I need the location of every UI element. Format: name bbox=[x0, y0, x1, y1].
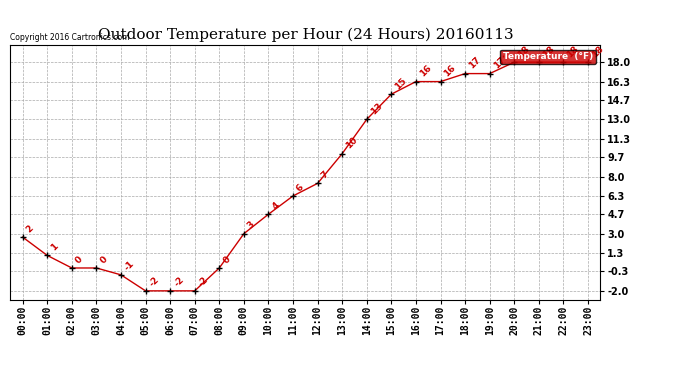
Text: 7: 7 bbox=[319, 170, 331, 180]
Text: Copyright 2016 Cartronics.com: Copyright 2016 Cartronics.com bbox=[10, 33, 130, 42]
Text: 18: 18 bbox=[541, 44, 556, 59]
Text: 3: 3 bbox=[246, 220, 257, 231]
Text: 10: 10 bbox=[344, 136, 359, 151]
Text: 17: 17 bbox=[467, 56, 482, 71]
Legend: Temperature  (°F): Temperature (°F) bbox=[500, 50, 595, 64]
Text: 17: 17 bbox=[492, 56, 507, 71]
Text: 4: 4 bbox=[270, 201, 282, 211]
Text: -2: -2 bbox=[148, 274, 161, 288]
Text: 2: 2 bbox=[25, 224, 35, 234]
Text: 0: 0 bbox=[74, 254, 84, 265]
Text: 0: 0 bbox=[99, 254, 109, 265]
Text: 16: 16 bbox=[442, 63, 457, 79]
Text: 1: 1 bbox=[49, 242, 60, 252]
Text: 0: 0 bbox=[221, 254, 232, 265]
Text: 13: 13 bbox=[368, 101, 384, 117]
Text: -1: -1 bbox=[123, 258, 137, 272]
Text: 6: 6 bbox=[295, 182, 306, 193]
Text: 18: 18 bbox=[516, 44, 531, 59]
Text: -2: -2 bbox=[172, 274, 186, 288]
Text: 18: 18 bbox=[590, 44, 605, 59]
Title: Outdoor Temperature per Hour (24 Hours) 20160113: Outdoor Temperature per Hour (24 Hours) … bbox=[97, 28, 513, 42]
Text: -2: -2 bbox=[197, 274, 210, 288]
Text: 16: 16 bbox=[418, 63, 433, 79]
Text: 15: 15 bbox=[393, 76, 408, 91]
Text: 18: 18 bbox=[565, 44, 580, 59]
